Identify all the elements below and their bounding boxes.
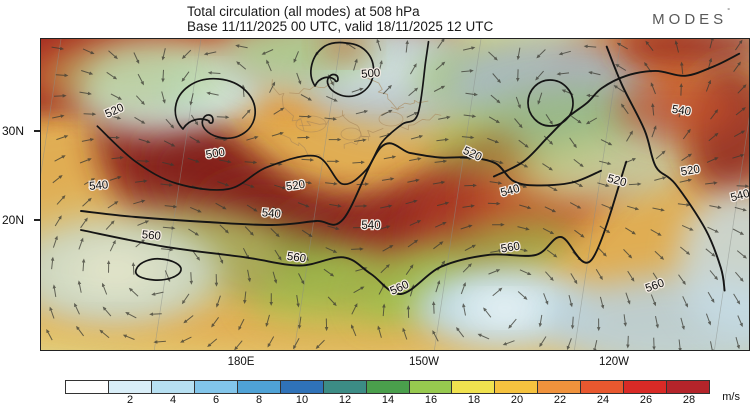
- svg-text:540: 540: [89, 179, 109, 193]
- svg-text:540: 540: [261, 207, 281, 221]
- svg-text:560: 560: [141, 229, 161, 243]
- svg-text:500: 500: [361, 67, 381, 81]
- svg-text:540: 540: [361, 220, 380, 232]
